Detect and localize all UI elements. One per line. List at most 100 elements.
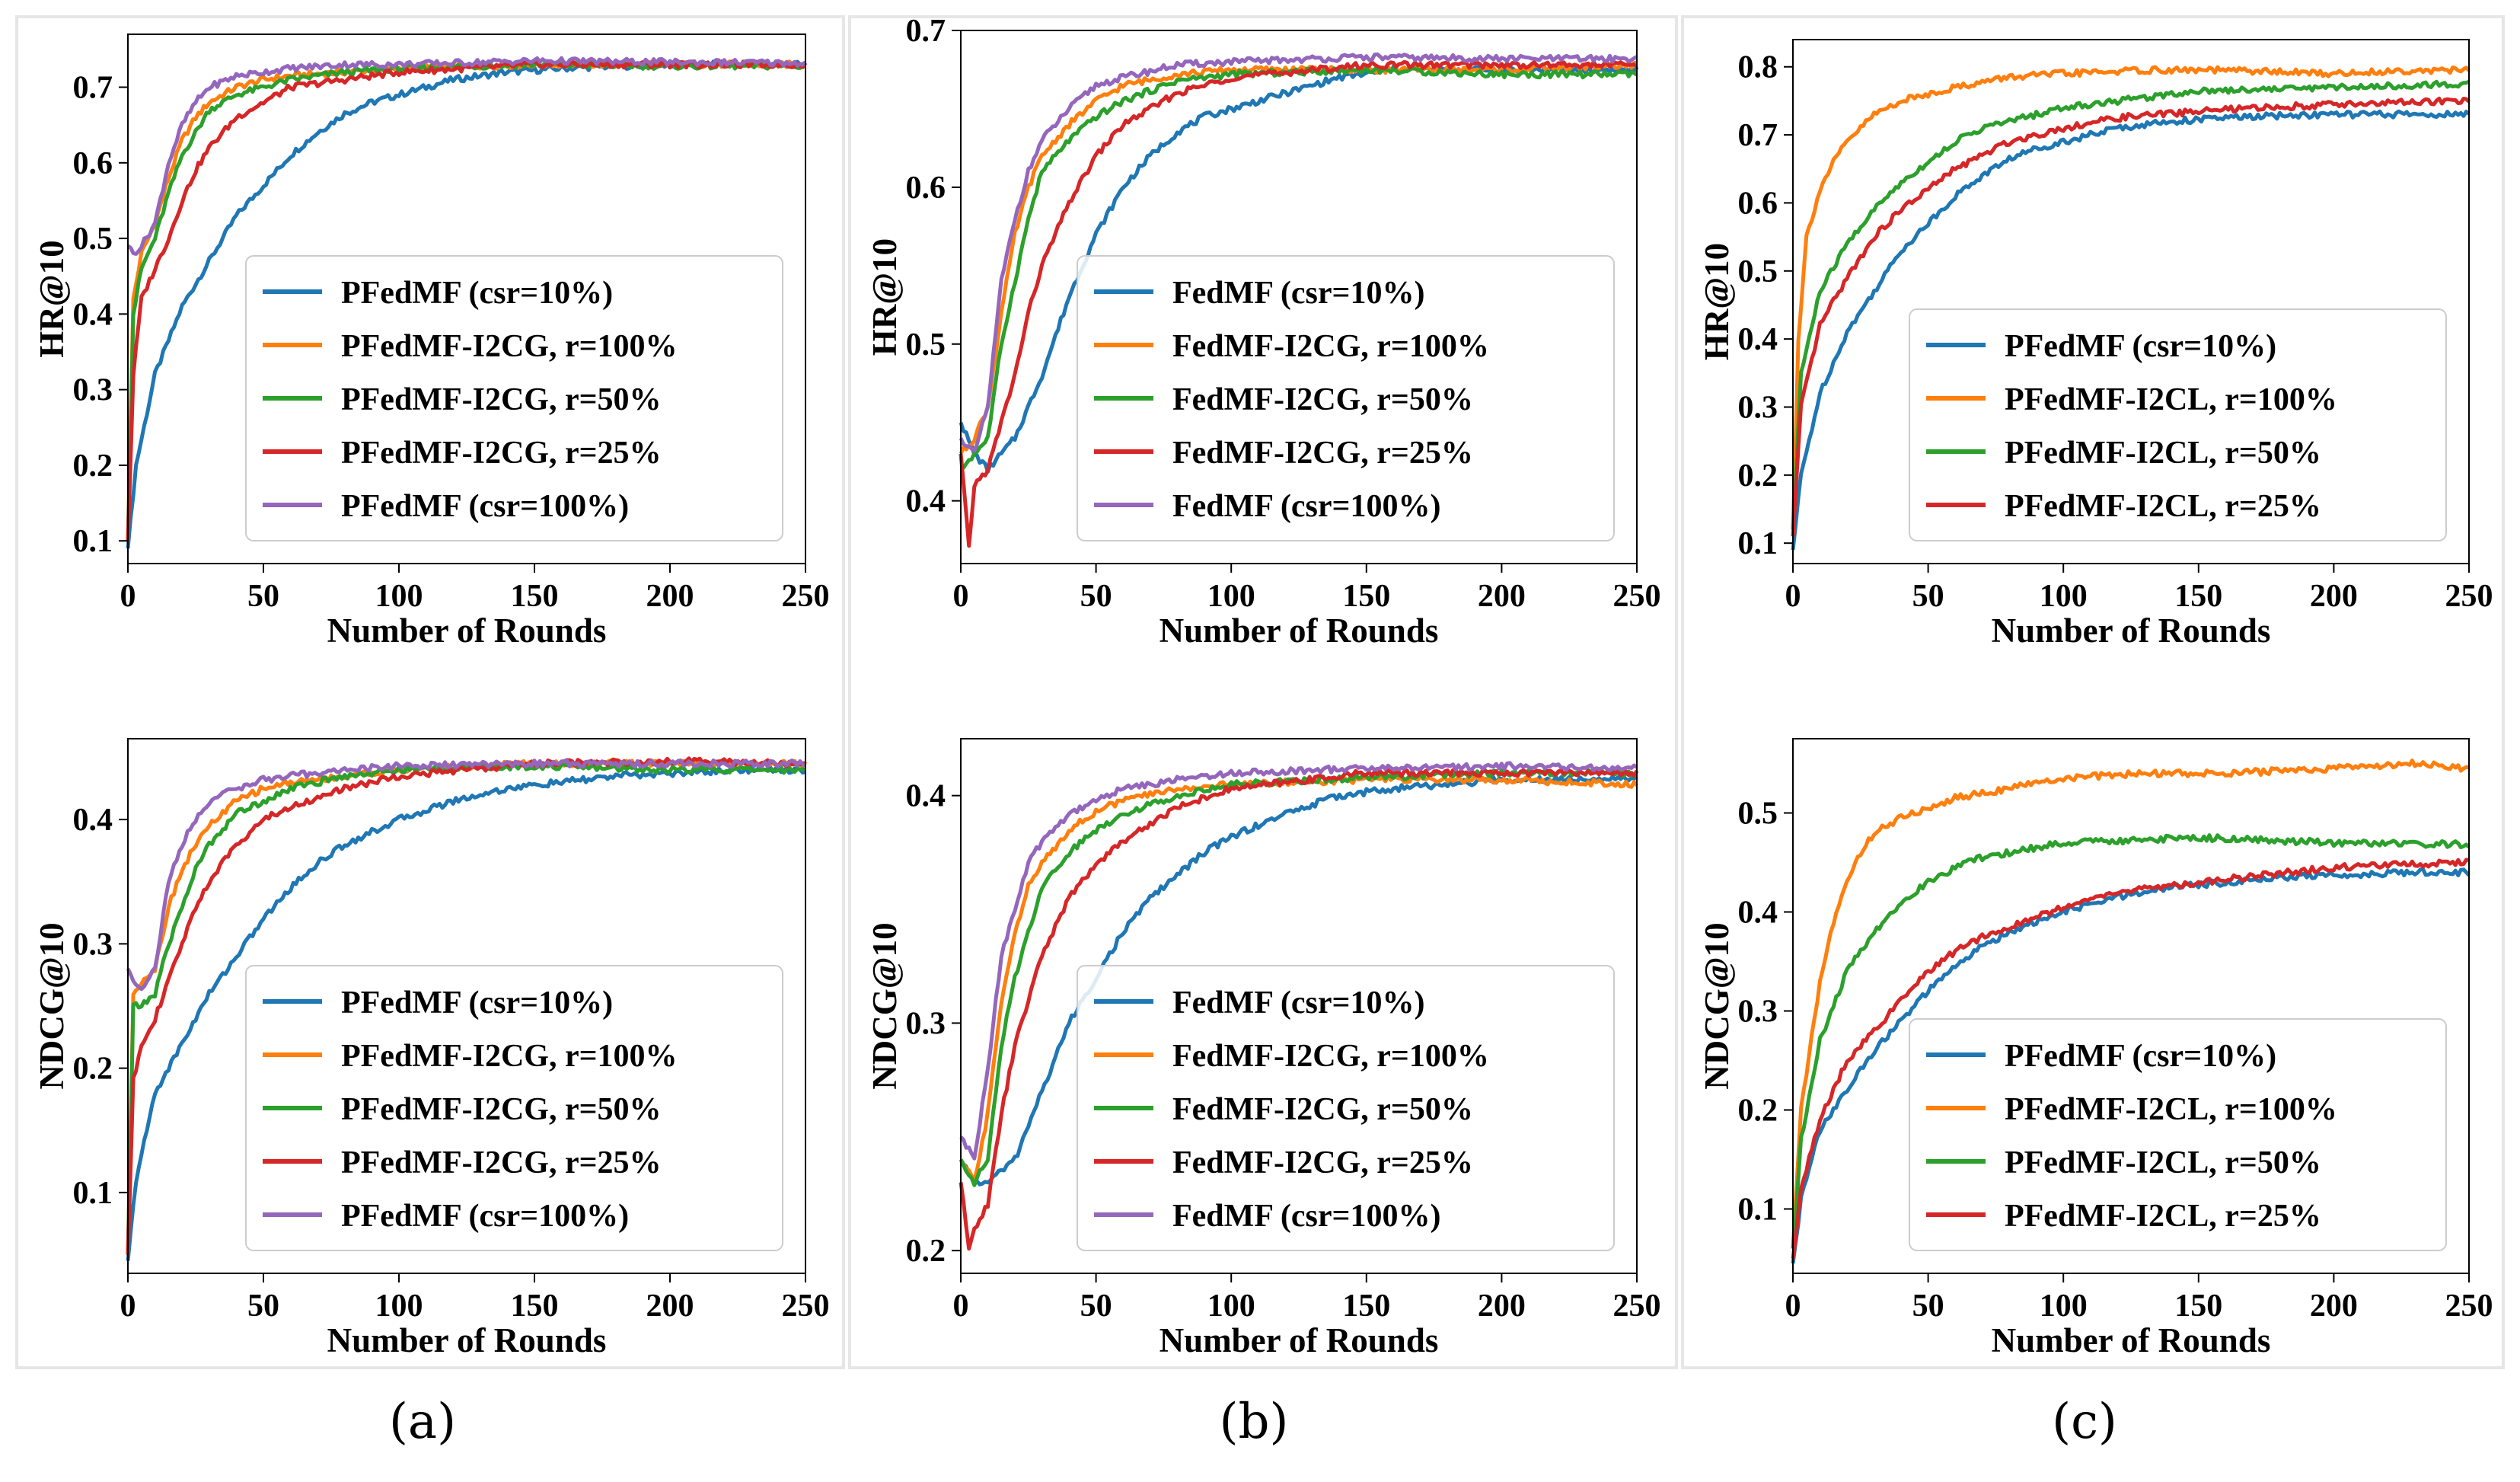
y-axis-label: HR@10 (1698, 243, 1736, 360)
legend-label: PFedMF (csr=10%) (341, 276, 613, 311)
plot-frame (960, 30, 1638, 564)
x-tick-label: 250 (1613, 1289, 1661, 1324)
x-tick-label: 150 (1342, 1289, 1390, 1324)
legend: FedMF (csr=10%) FedMF-I2CG, r=100% FedMF-I… (1077, 965, 1615, 1251)
y-tick-label: 0.3 (73, 373, 113, 408)
legend-label: PFedMF-I2CL, r=100% (2005, 1092, 2337, 1127)
legend-box (1077, 965, 1615, 1251)
x-tick-label: 0 (1785, 579, 1801, 614)
series-line-3 (959, 768, 1639, 1251)
series-line-1 (1791, 65, 2471, 530)
series-line-0 (1791, 867, 2471, 1264)
plot-frame (1792, 39, 2470, 564)
x-tick-label: 200 (646, 1289, 694, 1324)
legend-label: PFedMF-I2CL, r=50% (2005, 1145, 2321, 1180)
y-tick-label: 0.5 (73, 222, 113, 257)
y-tick-label: 0.5 (1738, 797, 1778, 832)
caption-a: (a) (388, 1394, 457, 1450)
x-axis-label: Number of Rounds (1160, 1321, 1439, 1359)
y-tick-label: 0.3 (1738, 390, 1778, 425)
x-tick-label: 200 (1478, 1289, 1526, 1324)
x-tick-label: 150 (2174, 579, 2222, 614)
x-tick-label: 50 (1080, 1289, 1112, 1324)
legend-label: PFedMF (csr=100%) (341, 1199, 629, 1234)
x-tick-label: 100 (2040, 1289, 2088, 1324)
x-axis-label: Number of Rounds (1160, 612, 1439, 650)
legend: FedMF (csr=10%) FedMF-I2CG, r=100% FedMF-I… (1077, 255, 1615, 541)
x-tick-label: 100 (375, 579, 423, 614)
series-line-3 (1791, 96, 2471, 537)
caption-c: (c) (2052, 1394, 2117, 1450)
legend-label: PFedMF (csr=10%) (341, 985, 613, 1020)
y-tick-label: 0.7 (906, 14, 946, 49)
legend-label: PFedMF (csr=10%) (2005, 1039, 2276, 1074)
y-tick-label: 0.5 (1738, 254, 1778, 289)
x-tick-label: 150 (511, 579, 559, 614)
legend-box (1077, 255, 1615, 541)
plot-frame (127, 34, 806, 564)
y-tick-label: 0.4 (1738, 896, 1778, 931)
legend-label: PFedMF-I2CG, r=100% (341, 329, 678, 364)
y-tick-label: 0.2 (906, 1234, 946, 1269)
legend-label: FedMF (csr=100%) (1172, 1199, 1440, 1234)
legend-box (245, 965, 783, 1251)
x-tick-label: 100 (1207, 1289, 1255, 1324)
y-tick-label: 0.1 (1738, 1193, 1778, 1228)
legend-label: PFedMF-I2CL, r=50% (2005, 436, 2321, 471)
x-tick-label: 0 (120, 579, 136, 614)
y-tick-label: 0.6 (73, 146, 113, 181)
legend-label: PFedMF (csr=10%) (2005, 329, 2276, 364)
y-tick-label: 0.7 (73, 71, 113, 106)
y-tick-label: 0.6 (906, 171, 946, 206)
y-tick-label: 0.1 (73, 1176, 113, 1211)
chart-c-hr: 0 50 100 150 200 250 0.1 0.2 0.3 0.4 0.5 0.6 0.7 0.8 N… (1698, 39, 2493, 650)
legend-label: FedMF (csr=10%) (1172, 276, 1424, 311)
legend-label: FedMF-I2CG, r=50% (1172, 382, 1473, 417)
x-tick-label: 200 (646, 579, 694, 614)
x-tick-label: 100 (375, 1289, 423, 1324)
y-tick-label: 0.3 (906, 1006, 946, 1041)
x-tick-label: 0 (953, 1289, 969, 1324)
x-tick-label: 150 (1342, 579, 1390, 614)
y-tick-label: 0.1 (73, 524, 113, 559)
series-line-3 (126, 756, 806, 1255)
legend-label: FedMF-I2CG, r=50% (1172, 1092, 1473, 1127)
y-tick-label: 0.2 (73, 449, 113, 484)
x-tick-label: 100 (1207, 579, 1255, 614)
legend-box (245, 255, 783, 541)
x-tick-label: 250 (2445, 579, 2493, 614)
x-tick-label: 50 (1912, 1289, 1944, 1324)
legend-box (1909, 308, 2447, 541)
legend-label: FedMF-I2CG, r=25% (1172, 1145, 1473, 1180)
y-tick-label: 0.6 (1738, 186, 1778, 221)
plot-frame (127, 738, 806, 1274)
x-tick-label: 200 (2310, 579, 2358, 614)
y-tick-label: 0.4 (73, 297, 113, 332)
x-tick-label: 250 (782, 1289, 830, 1324)
legend-label: FedMF-I2CG, r=25% (1172, 436, 1473, 471)
x-tick-label: 50 (1080, 579, 1112, 614)
y-tick-label: 0.1 (1738, 526, 1778, 561)
series-line-1 (1791, 759, 2470, 1249)
x-axis-label: Number of Rounds (327, 612, 607, 650)
y-tick-label: 0.8 (1738, 50, 1778, 85)
series-line-2 (1791, 833, 2471, 1249)
x-tick-label: 150 (511, 1289, 559, 1324)
x-axis-label: Number of Rounds (1992, 612, 2271, 650)
y-axis-label: HR@10 (866, 238, 904, 356)
legend-label: PFedMF-I2CG, r=50% (341, 382, 662, 417)
x-tick-label: 100 (2040, 579, 2088, 614)
x-tick-label: 150 (2174, 1289, 2222, 1324)
legend-label: PFedMF-I2CG, r=100% (341, 1039, 678, 1074)
x-tick-label: 200 (1478, 579, 1526, 614)
y-axis-label: NDCG@10 (866, 922, 904, 1089)
x-tick-label: 0 (1785, 1289, 1801, 1324)
y-tick-label: 0.2 (73, 1052, 113, 1087)
chart-b-hr: 0 50 100 150 200 250 0.4 0.5 0.6 0.7 Number of Rou… (866, 14, 1661, 650)
legend-label: FedMF (csr=10%) (1172, 985, 1424, 1020)
chart-a-ndcg: 0 50 100 150 200 250 0.1 0.2 0.3 0.4 Number of Rou… (33, 738, 830, 1359)
x-axis-label: Number of Rounds (327, 1321, 607, 1359)
series-line-4 (959, 52, 1638, 453)
x-tick-label: 0 (120, 1289, 136, 1324)
